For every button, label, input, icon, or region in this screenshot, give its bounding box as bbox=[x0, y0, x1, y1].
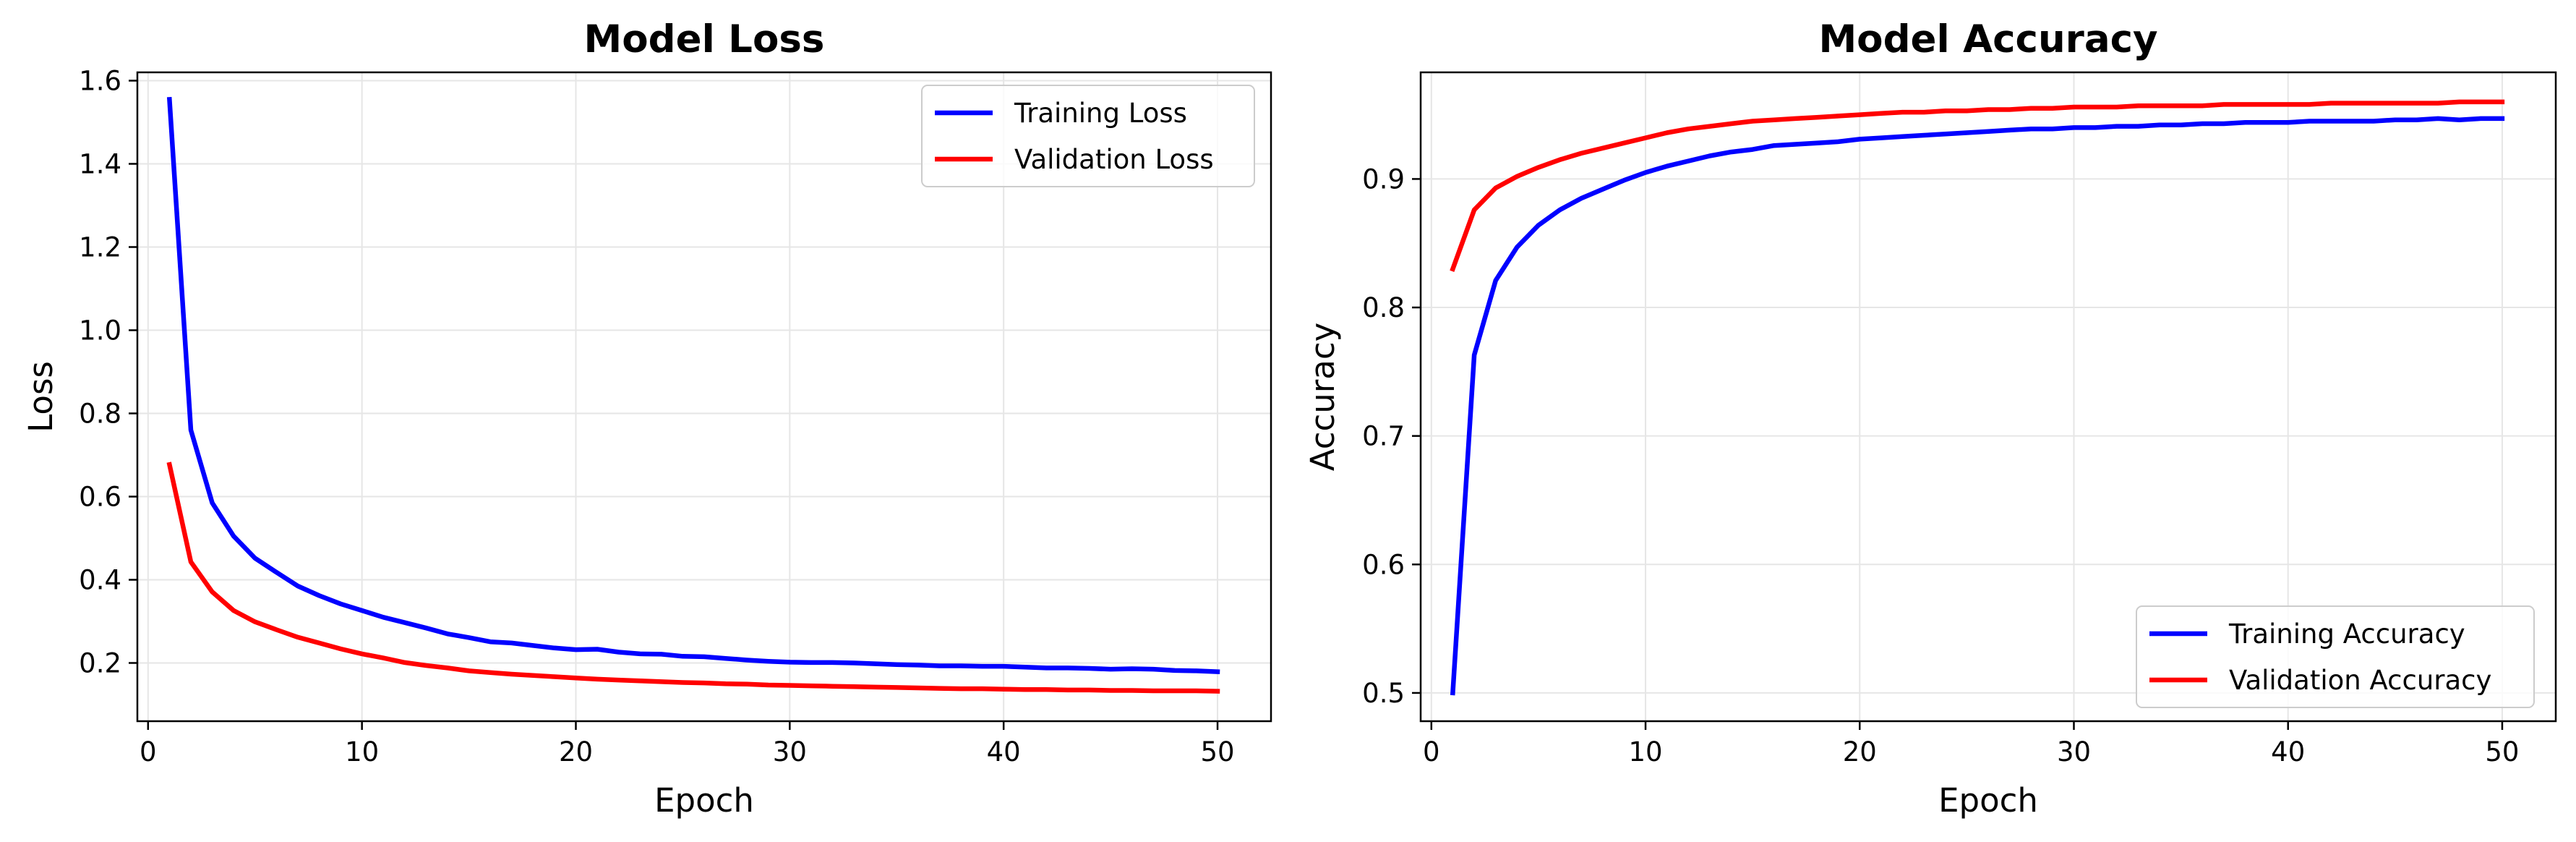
chart-1-x-tick-label-3: 30 bbox=[2057, 736, 2091, 767]
chart-1-legend-box bbox=[2136, 605, 2535, 708]
chart-0-legend: Training Loss Validation Loss bbox=[921, 85, 1255, 187]
chart-0-x-tick-label-5: 50 bbox=[1200, 736, 1234, 767]
chart-0-y-tick-label-2: 0.6 bbox=[79, 482, 121, 513]
chart-0-axes-frame bbox=[136, 71, 1272, 723]
chart-0-x-tick-label-1: 10 bbox=[345, 736, 379, 767]
chart-0-y-tick-label-3: 0.8 bbox=[79, 399, 121, 430]
chart-0-legend-label-0: Training Loss bbox=[1014, 98, 1187, 129]
chart-1-y-tick-label-3: 0.8 bbox=[1362, 292, 1405, 323]
chart-0-y-tick-label-0: 0.2 bbox=[79, 648, 121, 679]
chart-0-x-tick-label-0: 0 bbox=[140, 736, 157, 767]
chart-0-y-tick-label-4: 1.0 bbox=[79, 315, 121, 346]
chart-1-x-tick-label-5: 50 bbox=[2485, 736, 2519, 767]
chart-1-legend-label-0: Training Accuracy bbox=[2228, 618, 2465, 650]
chart-0-x-tick-label-4: 40 bbox=[987, 736, 1021, 767]
chart-1-axes-frame bbox=[1419, 71, 2557, 723]
chart-1-series-validation-accuracy-line bbox=[1450, 99, 2505, 272]
chart-0-y-tick-label-6: 1.4 bbox=[79, 149, 121, 180]
chart-0-x-axis-label: Epoch bbox=[654, 781, 754, 820]
chart-0-y-tick-label-7: 1.6 bbox=[79, 66, 121, 97]
chart-0-x-tick-label-3: 30 bbox=[773, 736, 807, 767]
loss-chart: 0 10 20 30 40 50 0.2 0.4 0.6 0.8 1.0 1.2 1.4 1.6 Model… bbox=[22, 17, 1272, 820]
chart-0-y-tick-label-5: 1.2 bbox=[79, 232, 121, 263]
accuracy-chart: 0 10 20 30 40 50 0.5 0.6 0.7 0.8 0.9 Model Accuracy… bbox=[1304, 17, 2557, 820]
chart-1-x-axis-label: Epoch bbox=[1938, 781, 2038, 820]
chart-0-y-axis-label: Loss bbox=[22, 361, 60, 433]
chart-0-legend-box bbox=[921, 85, 1255, 187]
chart-0-series-training-loss-line bbox=[166, 96, 1220, 674]
chart-1-x-tick-label-1: 10 bbox=[1628, 736, 1662, 767]
chart-1-y-tick-label-0: 0.5 bbox=[1362, 678, 1405, 709]
chart-1-series-training-accuracy-line bbox=[1450, 116, 2505, 696]
chart-1-x-tick-label-0: 0 bbox=[1423, 736, 1440, 767]
chart-1-legend-label-1: Validation Accuracy bbox=[2229, 665, 2491, 696]
chart-1-x-tick-label-4: 40 bbox=[2271, 736, 2305, 767]
chart-0-series-validation-loss-line bbox=[166, 462, 1220, 694]
chart-1-y-axis-label: Accuracy bbox=[1304, 323, 1342, 471]
chart-1-legend: Training Accuracy Validation Accuracy bbox=[2136, 605, 2535, 708]
chart-1-y-tick-label-4: 0.9 bbox=[1362, 163, 1405, 195]
chart-0-y-tick-label-1: 0.4 bbox=[79, 565, 121, 596]
chart-1-y-tick-label-1: 0.6 bbox=[1362, 549, 1405, 580]
chart-0-legend-label-1: Validation Loss bbox=[1014, 144, 1214, 175]
chart-1-title: Model Accuracy bbox=[1818, 17, 2157, 61]
chart-1-y-tick-label-2: 0.7 bbox=[1362, 421, 1405, 452]
chart-1-x-tick-label-2: 20 bbox=[1843, 736, 1877, 767]
chart-0-x-tick-label-2: 20 bbox=[559, 736, 593, 767]
chart-0-title: Model Loss bbox=[584, 17, 825, 61]
